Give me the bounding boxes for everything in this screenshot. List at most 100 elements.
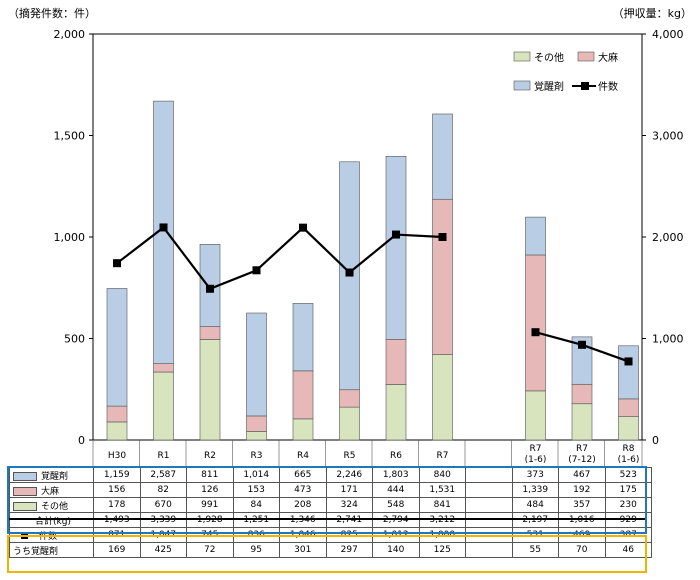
data-table: 覚醒剤 1,159 2,587 811 1,014 665 2,246 1,803 840 373… bbox=[9, 467, 652, 558]
category-label: R4 bbox=[297, 451, 309, 461]
category-label: R5 bbox=[344, 451, 356, 461]
table-cell: 1,531 bbox=[418, 482, 466, 498]
legend-swatch bbox=[513, 51, 531, 62]
row-swatch bbox=[13, 501, 37, 511]
table-cell: 373 bbox=[511, 467, 559, 483]
bar-segment bbox=[292, 303, 314, 372]
category-label: R6 bbox=[390, 451, 402, 461]
case-count-marker bbox=[159, 223, 168, 232]
category-label: R7 bbox=[530, 444, 542, 454]
bar-segment bbox=[106, 421, 128, 441]
table-cell: 297 bbox=[325, 542, 373, 558]
plot-area-frame bbox=[92, 33, 643, 441]
legend-label: 覚醒剤 bbox=[534, 80, 564, 93]
right-tick-label: 2,000 bbox=[652, 231, 684, 244]
case-count-marker bbox=[252, 266, 261, 275]
bar-segment bbox=[618, 345, 639, 400]
category-label: R7 bbox=[576, 444, 588, 454]
table-row: 大麻 156 82 126 153 473 171 444 1,531 1,339 192 175 bbox=[9, 482, 652, 498]
bar-segment bbox=[106, 405, 128, 423]
left-tick-label: 0 bbox=[78, 434, 85, 447]
bar-segment bbox=[339, 389, 360, 408]
category-label: R7 bbox=[437, 451, 449, 461]
table-cell: 1,339 bbox=[511, 482, 559, 498]
row-label: 合計(kg) bbox=[9, 512, 94, 528]
table-cell: 1,803 bbox=[372, 467, 420, 483]
table-cell: 1,012 bbox=[372, 527, 420, 543]
row-label: 件数 bbox=[9, 527, 94, 543]
table-cell: 825 bbox=[325, 527, 373, 543]
right-tick-label: 1,000 bbox=[652, 333, 684, 346]
table-cell: 1,000 bbox=[418, 527, 466, 543]
table-cell: 55 bbox=[511, 542, 559, 558]
table-cell: 178 bbox=[93, 497, 141, 513]
table-cell: 84 bbox=[232, 497, 280, 513]
table-cell: 425 bbox=[139, 542, 187, 558]
table-row: その他 178 670 991 84 208 324 548 841 484 357 230 bbox=[9, 497, 652, 513]
bar-segment bbox=[618, 398, 639, 417]
table-cell: 2,587 bbox=[139, 467, 187, 483]
bar-segment bbox=[153, 363, 174, 373]
legend-label: 件数 bbox=[598, 80, 618, 93]
table-cell: 169 bbox=[93, 542, 141, 558]
case-count-line bbox=[116, 225, 443, 291]
table-cell: 171 bbox=[325, 482, 373, 498]
right-tick-label: 3,000 bbox=[652, 130, 684, 143]
bar-segment bbox=[246, 415, 267, 432]
case-count-marker bbox=[624, 357, 633, 366]
table-cell: 467 bbox=[558, 467, 606, 483]
table-cell: 192 bbox=[558, 482, 606, 498]
table-cell: 153 bbox=[232, 482, 280, 498]
bar-segment bbox=[525, 254, 546, 392]
legend-label: 大麻 bbox=[598, 51, 618, 64]
table-cell: 2,197 bbox=[511, 512, 559, 528]
table-cell: 357 bbox=[558, 497, 606, 513]
table-cell: 991 bbox=[186, 497, 234, 513]
table-cell: 840 bbox=[418, 467, 466, 483]
row-label-text: 覚醒剤 bbox=[41, 471, 69, 482]
row-label: 大麻 bbox=[9, 482, 94, 498]
table-cell: 1,014 bbox=[232, 467, 280, 483]
table-cell bbox=[465, 512, 513, 528]
table-cell: 1,251 bbox=[232, 512, 280, 528]
category-label: R2 bbox=[204, 451, 216, 461]
table-cell: 140 bbox=[372, 542, 420, 558]
table-cell: 2,794 bbox=[372, 512, 420, 528]
case-count-marker bbox=[299, 223, 307, 232]
table-cell: 208 bbox=[279, 497, 327, 513]
category-sublabel: (1-6) bbox=[618, 455, 640, 465]
table-cell: 82 bbox=[139, 482, 187, 498]
table-cell bbox=[465, 497, 513, 513]
table-cell: 72 bbox=[186, 542, 234, 558]
bar-segment bbox=[432, 113, 453, 200]
bar-segment bbox=[385, 339, 407, 385]
table-cell: 1,046 bbox=[279, 527, 327, 543]
table-cell bbox=[465, 527, 513, 543]
row-label: その他 bbox=[9, 497, 94, 513]
bar-segment bbox=[246, 431, 267, 441]
legend-marker bbox=[581, 82, 589, 90]
table-cell: 324 bbox=[325, 497, 373, 513]
table-cell: 387 bbox=[604, 527, 652, 543]
row-label: うち覚醒剤 bbox=[9, 542, 94, 558]
row-label-text: その他 bbox=[41, 501, 69, 512]
table-cell: 156 bbox=[93, 482, 141, 498]
left-axis-label: （摘発件数：件） bbox=[8, 6, 96, 20]
category-label: R1 bbox=[158, 451, 170, 461]
table-cell: 811 bbox=[186, 467, 234, 483]
case-count-marker bbox=[206, 284, 214, 293]
table-cell: 523 bbox=[604, 467, 652, 483]
table-row: 件数 871 1,047 745 836 1,046 825 1,012 1,000 531 469… bbox=[9, 527, 652, 543]
case-count-marker bbox=[345, 268, 354, 277]
table-cell: 1,016 bbox=[558, 512, 606, 528]
table-cell bbox=[465, 467, 513, 483]
bar-segment bbox=[153, 100, 174, 364]
bar-segment bbox=[385, 384, 407, 441]
left-tick-label: 500 bbox=[64, 333, 85, 346]
bar-segment bbox=[525, 216, 546, 256]
bar-segment bbox=[339, 406, 360, 441]
bar-segment bbox=[525, 390, 546, 441]
bar-segment bbox=[292, 370, 314, 420]
case-count-marker bbox=[438, 233, 447, 241]
row-label-text: 合計(kg) bbox=[35, 516, 71, 527]
